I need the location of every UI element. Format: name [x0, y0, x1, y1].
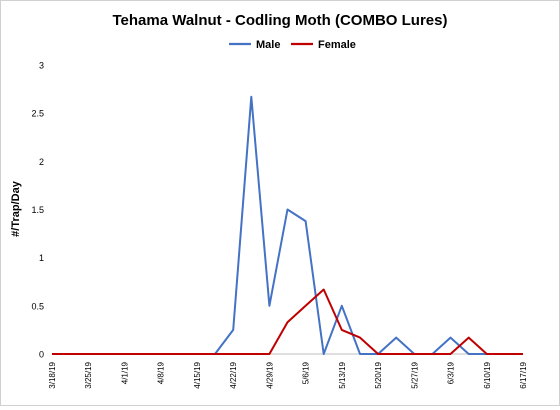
y-tick-label: 0.5	[31, 301, 44, 311]
y-tick-label: 3	[39, 61, 44, 71]
x-tick-label: 5/6/19	[302, 361, 311, 384]
x-tick-label: 6/10/19	[483, 361, 492, 388]
x-tick-label: 4/8/19	[157, 361, 166, 384]
x-tick-label: 4/22/19	[229, 361, 238, 388]
y-tick-label: 2	[39, 157, 44, 167]
series-line-male	[52, 95, 523, 355]
y-tick-label: 0	[39, 350, 44, 360]
y-axis-label: #/Trap/Day	[10, 180, 22, 237]
legend-female-label: Female	[318, 39, 356, 51]
x-tick-label: 4/1/19	[120, 361, 129, 384]
x-tick-label: 3/25/19	[84, 361, 93, 388]
x-tick-label: 6/17/19	[519, 361, 528, 388]
legend: Male Female	[229, 39, 356, 51]
x-axis-ticks: 3/18/19 3/25/19 4/1/19 4/8/19 4/15/19 4/22/19…	[48, 361, 528, 388]
x-tick-label: 3/18/19	[48, 361, 57, 388]
y-tick-label: 1	[39, 253, 44, 263]
x-tick-label: 5/13/19	[338, 361, 347, 388]
legend-male-label: Male	[256, 39, 280, 51]
x-tick-label: 6/3/19	[447, 361, 456, 384]
x-tick-label: 5/27/19	[410, 361, 419, 388]
x-tick-label: 4/29/19	[265, 361, 274, 388]
y-tick-label: 2.5	[31, 109, 44, 119]
series-lines	[52, 95, 523, 355]
series-line-female	[52, 288, 523, 355]
chart-title: Tehama Walnut - Codling Moth (COMBO Lure…	[113, 12, 448, 29]
x-tick-label: 5/20/19	[374, 361, 383, 388]
x-tick-label: 4/15/19	[193, 361, 202, 388]
y-tick-label: 1.5	[31, 205, 44, 215]
y-axis-ticks: 0 0.5 1 1.5 2 2.5 3	[31, 61, 44, 360]
